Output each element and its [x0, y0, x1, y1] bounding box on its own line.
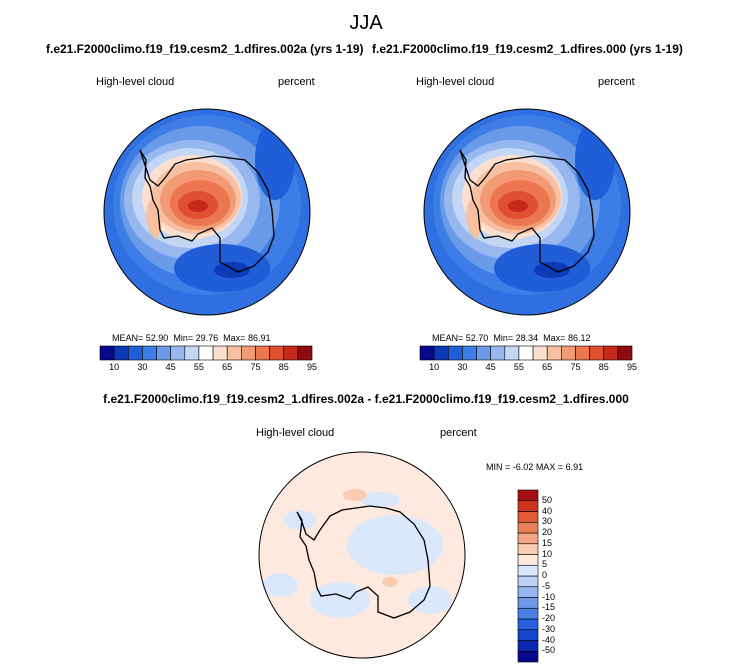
difference-title: f.e21.F2000climo.f19_f19.cesm2_1.dfires.…	[103, 392, 629, 406]
colorbar-tick-label: 0	[542, 570, 548, 580]
colorbar-left	[99, 345, 313, 361]
colorbar-box	[517, 640, 539, 652]
panel-right-mean-label: MEAN=	[432, 333, 464, 343]
colorbar-box	[517, 500, 539, 512]
colorbar-tick-label: -50	[542, 645, 556, 656]
colorbar-tick-label: 30	[137, 362, 148, 372]
colorbar-box	[517, 618, 539, 631]
colorbar-box	[297, 345, 313, 361]
colorbar-tick-label: 85	[278, 362, 289, 372]
colorbar-tick-label: 95	[306, 362, 318, 372]
difference-units: percent	[440, 427, 477, 439]
panel-right-max-label: Max=	[543, 333, 566, 343]
colorbar-tick-label: 20	[542, 527, 553, 537]
colorbar-tick-label: -20	[542, 613, 556, 623]
map-left-outline	[103, 108, 311, 316]
difference-stats: MIN = -6.02 MAX = 6.91	[486, 462, 583, 472]
panel-left-title: f.e21.F2000climo.f19_f19.cesm2_1.dfires.…	[46, 42, 364, 56]
colorbar-box	[517, 543, 539, 555]
colorbar-tick-label: 95	[626, 362, 638, 372]
panel-right-min: 28.34	[515, 333, 539, 343]
colorbar-tick-label: -15	[542, 602, 556, 613]
difference-min-label: MIN =	[486, 462, 511, 472]
panel-left-min: 29.76	[195, 333, 219, 343]
colorbar-tick-label: 5	[542, 559, 548, 570]
colorbar-right	[419, 345, 633, 361]
colorbar-tick-label: 75	[570, 362, 581, 372]
colorbar-box	[517, 607, 539, 620]
panel-right-min-label: Min=	[493, 333, 514, 343]
panel-left-units: percent	[278, 76, 315, 88]
colorbar-tick-label: -30	[542, 623, 556, 634]
colorbar-box	[517, 586, 539, 598]
colorbar-box	[517, 532, 539, 545]
map-difference-outline	[258, 451, 466, 659]
panel-left-variable: High-level cloud	[96, 76, 175, 88]
colorbar-tick-label: 30	[457, 362, 468, 372]
colorbar-box	[617, 345, 633, 361]
colorbar-tick-label: -40	[542, 634, 556, 645]
colorbar-box	[517, 575, 539, 588]
colorbar-tick-label: 10	[542, 548, 553, 559]
panel-left-mean-label: MEAN=	[112, 333, 144, 343]
colorbar-tick-label: 50	[542, 494, 553, 505]
colorbar-box	[517, 521, 539, 534]
panel-left-max-label: Max=	[223, 333, 246, 343]
panel-left-max: 86.91	[247, 333, 271, 343]
panel-right-stats: MEAN= 52.70 Min= 28.34 Max= 86.12	[432, 333, 590, 343]
season-title: JJA	[349, 12, 383, 34]
difference-max-label: MAX =	[535, 462, 564, 472]
colorbar-tick-label: 55	[513, 362, 524, 372]
panel-right-units: percent	[598, 76, 635, 88]
colorbar-tick-label: 10	[109, 362, 120, 372]
colorbar-tick-label: 15	[542, 537, 553, 548]
colorbar-tick-label: 30	[542, 516, 553, 527]
difference-min: -6.02	[512, 462, 534, 472]
difference-max: 6.91	[565, 462, 584, 472]
colorbar-tick-label: 85	[598, 362, 609, 372]
colorbar-tick-label: 75	[250, 362, 261, 372]
panel-right-title: f.e21.F2000climo.f19_f19.cesm2_1.dfires.…	[372, 42, 683, 56]
colorbar-tick-label: 45	[165, 362, 176, 372]
colorbar-box	[517, 554, 539, 566]
colorbar-tick-label: 40	[542, 505, 553, 516]
difference-variable: High-level cloud	[256, 427, 335, 439]
colorbar-tick-label: -10	[542, 591, 556, 602]
panel-left-min-label: Min=	[173, 333, 194, 343]
map-difference-coastline	[296, 505, 431, 619]
colorbar-box	[517, 629, 539, 641]
colorbar-tick-label: -5	[542, 580, 551, 591]
panel-right-mean: 52.70	[465, 333, 489, 343]
colorbar-box	[517, 489, 539, 502]
colorbar-tick-label: 65	[222, 362, 233, 372]
colorbar-box	[517, 511, 539, 523]
map-right-coastline	[459, 149, 595, 273]
colorbar-tick-label: 10	[429, 362, 440, 372]
map-right-outline	[423, 108, 631, 316]
panel-left-stats: MEAN= 52.90 Min= 29.76 Max= 86.91	[112, 333, 270, 343]
colorbar-box	[517, 597, 539, 609]
panel-right-max: 86.12	[567, 333, 591, 343]
map-left-coastline	[139, 149, 275, 273]
colorbar-difference	[517, 489, 539, 663]
colorbar-tick-label: 55	[193, 362, 204, 372]
panel-right-variable: High-level cloud	[416, 76, 495, 88]
colorbar-box	[517, 564, 539, 577]
colorbar-tick-label: 45	[485, 362, 496, 372]
panel-left-mean: 52.90	[145, 333, 169, 343]
colorbar-tick-label: 65	[542, 362, 553, 372]
colorbar-box	[517, 650, 539, 663]
